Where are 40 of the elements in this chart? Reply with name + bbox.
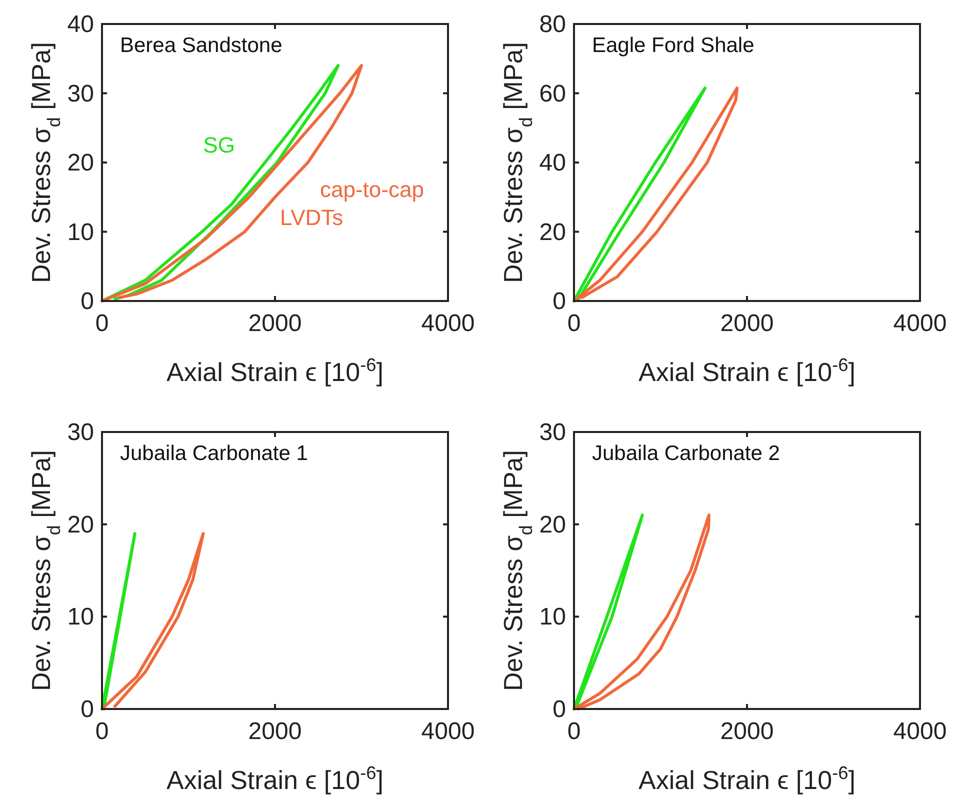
x-tick-label: 2000 xyxy=(248,310,302,337)
y-tick-label: 20 xyxy=(539,511,566,538)
y-tick-label: 10 xyxy=(539,604,566,631)
y-tick-label: 10 xyxy=(67,218,94,246)
x-tick-label: 2000 xyxy=(720,718,774,745)
y-tick-label: 30 xyxy=(67,80,94,108)
series-label: SG xyxy=(203,132,235,158)
line-series xyxy=(572,514,710,710)
x-axis-title: Axial Strain ϵ [10$^{-6}$] xyxy=(638,355,856,387)
y-tick-label: 0 xyxy=(552,288,566,315)
y-tick-label: 20 xyxy=(67,150,94,176)
x-tick-label: 4000 xyxy=(893,310,947,337)
line-series xyxy=(100,532,205,710)
text: Jubaila Carbonate 1 xyxy=(120,442,308,465)
y-tick-label: 0 xyxy=(80,696,94,723)
x-axis-title: Axial Strain ϵ [10$^{-6}$] xyxy=(638,763,856,795)
x-tick-label: 4000 xyxy=(893,718,947,745)
x-tick-label: 2000 xyxy=(720,310,774,337)
text: Jubaila Carbonate 2 xyxy=(592,442,780,465)
x-tick-label: 2000 xyxy=(248,718,302,745)
y-tick-label: 0 xyxy=(80,288,94,315)
line-series xyxy=(572,86,707,302)
y-tick-label: 30 xyxy=(67,419,94,446)
y-tick-label: 0 xyxy=(552,696,566,723)
y-tick-label: 20 xyxy=(67,511,94,538)
y-tick-label: 80 xyxy=(539,11,566,38)
text: Eagle Ford Shale xyxy=(592,34,754,57)
text: Berea Sandstone xyxy=(120,34,282,57)
y-tick-label: 60 xyxy=(539,80,566,108)
y-tick-label: 40 xyxy=(539,150,566,176)
x-tick-label: 4000 xyxy=(421,310,475,337)
y-tick-label: 10 xyxy=(67,604,94,631)
x-tick-label: 4000 xyxy=(421,718,475,745)
y-tick-label: 20 xyxy=(539,218,566,246)
y-tick-label: 30 xyxy=(539,419,566,446)
series-label: cap-to-cap LVDTs xyxy=(280,177,424,230)
y-tick-label: 40 xyxy=(67,11,94,38)
line-series xyxy=(572,86,739,302)
x-axis-title: Axial Strain ϵ [10$^{-6}$] xyxy=(166,355,384,387)
x-axis-title: Axial Strain ϵ [10$^{-6}$] xyxy=(166,763,384,795)
